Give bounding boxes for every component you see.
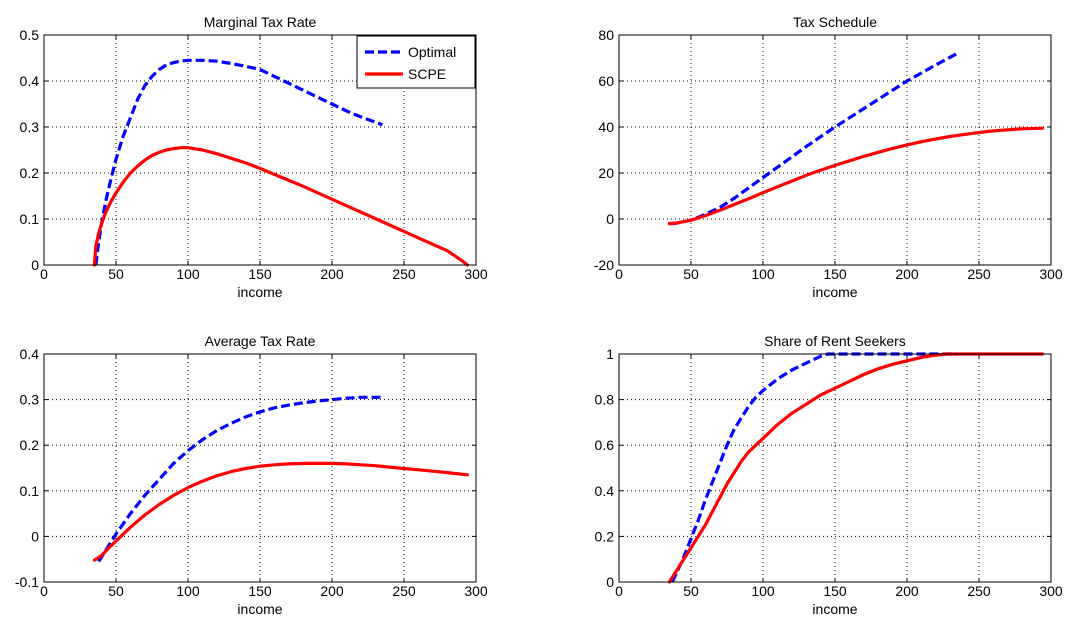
- y-tick-label: -0.1: [15, 574, 39, 590]
- y-tick-label: 0.8: [595, 392, 615, 408]
- y-tick-label: 0.6: [595, 437, 615, 453]
- x-tick-label: 150: [248, 266, 272, 282]
- x-tick-label: 50: [108, 583, 124, 599]
- y-tick-label: 0.2: [20, 165, 40, 181]
- x-tick-label: 150: [823, 266, 847, 282]
- legend-label: Optimal: [408, 44, 456, 60]
- x-tick-label: 100: [751, 266, 775, 282]
- y-tick-label: 0.4: [20, 73, 40, 89]
- axes-box: [43, 353, 477, 583]
- chart-title: Share of Rent Seekers: [764, 333, 906, 349]
- legend-label: SCPE: [408, 66, 446, 82]
- series-line-scpe: [667, 126, 1045, 226]
- series-line-scpe: [92, 461, 469, 562]
- x-axis-label: income: [812, 284, 857, 300]
- y-tick-label: -20: [594, 257, 614, 273]
- x-tick-label: 200: [895, 266, 919, 282]
- axes-box: [43, 34, 477, 266]
- plot-area: [619, 35, 1051, 265]
- y-tick-label: 0: [606, 574, 614, 590]
- x-tick-label: 250: [967, 266, 991, 282]
- series-line-scpe: [667, 352, 1045, 584]
- chart-title: Marginal Tax Rate: [204, 14, 317, 30]
- series-line-scpe: [92, 146, 469, 267]
- x-axis-label: income: [237, 601, 282, 617]
- x-tick-label: 150: [823, 583, 847, 599]
- y-tick-label: 0.3: [20, 119, 40, 135]
- y-tick-label: 0: [31, 257, 39, 273]
- y-tick-label: 1: [606, 346, 614, 362]
- axes-box: [618, 34, 1052, 266]
- y-tick-label: 0.4: [20, 346, 40, 362]
- x-tick-label: 300: [1039, 266, 1063, 282]
- x-tick-label: 200: [320, 266, 344, 282]
- x-tick-label: 250: [392, 266, 416, 282]
- x-tick-label: 0: [615, 583, 623, 599]
- series-line-optimal: [94, 58, 383, 266]
- x-tick-label: 250: [967, 583, 991, 599]
- x-tick-label: 50: [108, 266, 124, 282]
- y-tick-label: 0.2: [595, 528, 615, 544]
- legend-box: [356, 35, 476, 89]
- x-tick-label: 100: [176, 583, 200, 599]
- x-tick-label: 300: [464, 583, 488, 599]
- chart-title: Average Tax Rate: [205, 333, 316, 349]
- x-tick-label: 0: [40, 266, 48, 282]
- subplot-1: 0 50 100 150 200 250 300 0 0.1 0.2 0.3 0.4 0.5 Margin…: [20, 14, 488, 300]
- x-tick-label: 150: [248, 583, 272, 599]
- series-line-optimal: [97, 395, 383, 563]
- x-tick-label: 0: [40, 583, 48, 599]
- y-tick-label: 0.4: [595, 483, 615, 499]
- x-tick-label: 100: [176, 266, 200, 282]
- x-axis-label: income: [237, 284, 282, 300]
- x-tick-label: 250: [392, 583, 416, 599]
- chart-title: Tax Schedule: [793, 14, 877, 30]
- series-line-optimal: [670, 51, 959, 226]
- subplot-3: 0 50 100 150 200 250 300-0.100.10.20.30.4Avera…: [15, 333, 488, 617]
- x-tick-label: 0: [615, 266, 623, 282]
- x-tick-label: 300: [464, 266, 488, 282]
- y-tick-label: 0: [31, 528, 39, 544]
- y-tick-label: 80: [598, 27, 614, 43]
- plot-area: [619, 354, 1051, 582]
- y-tick-label: 0.2: [20, 437, 40, 453]
- x-tick-label: 300: [1039, 583, 1063, 599]
- x-tick-label: 200: [895, 583, 919, 599]
- y-tick-label: 0: [606, 211, 614, 227]
- y-tick-label: 0.1: [20, 211, 40, 227]
- y-tick-label: 0.3: [20, 392, 40, 408]
- subplot-4: 0 50 100 150 200 250 300 0 0.2 0.4 0.6 0.8 1 Share of…: [595, 333, 1063, 617]
- y-tick-label: 20: [598, 165, 614, 181]
- y-tick-label: 40: [598, 119, 614, 135]
- y-tick-label: 0.5: [20, 27, 40, 43]
- legend: Optimal SCPE: [356, 35, 476, 89]
- y-tick-label: 60: [598, 73, 614, 89]
- x-tick-label: 100: [751, 583, 775, 599]
- x-tick-label: 50: [683, 583, 699, 599]
- y-tick-label: 0.1: [20, 483, 40, 499]
- x-axis-label: income: [812, 601, 857, 617]
- x-tick-label: 200: [320, 583, 344, 599]
- x-tick-label: 50: [683, 266, 699, 282]
- axes-box: [618, 353, 1052, 583]
